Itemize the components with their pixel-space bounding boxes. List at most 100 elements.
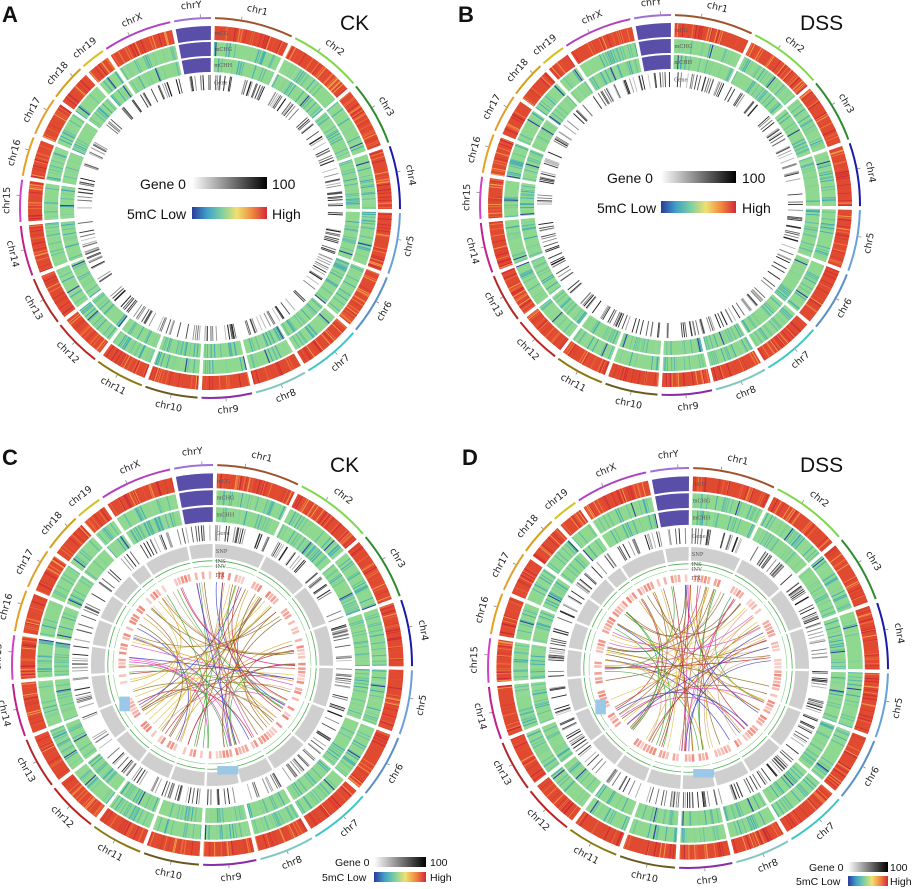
methylation-bin xyxy=(814,252,828,259)
methylation-bin xyxy=(690,40,694,55)
methylation-bin xyxy=(632,336,637,351)
gene-density-bin xyxy=(762,122,775,133)
methylation-bin xyxy=(803,228,818,232)
methylation-bin xyxy=(739,76,748,89)
methylation-bin xyxy=(301,499,310,513)
methylation-bin xyxy=(371,672,387,675)
gene-density-bin xyxy=(676,72,679,88)
methylation-bin xyxy=(120,67,129,81)
methylation-bin xyxy=(716,30,722,44)
gene-density-bin xyxy=(317,730,332,740)
methylation-bin xyxy=(376,730,391,737)
methylation-bin xyxy=(84,75,96,87)
methylation-bin xyxy=(805,219,820,223)
gene-density-bin xyxy=(609,309,617,324)
methylation-bin xyxy=(43,133,57,140)
gene-density-bin xyxy=(318,253,333,261)
gene-density-bin xyxy=(284,551,295,565)
methylation-block-chrY xyxy=(175,25,211,44)
methylation-bin xyxy=(263,816,270,831)
itx-block xyxy=(119,680,128,685)
gene-density-bin xyxy=(122,760,134,774)
methylation-bin xyxy=(521,272,535,280)
methylation-bin xyxy=(360,599,375,606)
methylation-bin xyxy=(47,239,62,244)
methylation-bin xyxy=(166,354,172,369)
gene-density-bin xyxy=(653,72,657,88)
methylation-bin xyxy=(277,325,285,339)
chromosome-label-chr6: chr6 xyxy=(386,762,406,786)
gene-density-bin xyxy=(255,316,263,331)
methylation-bin xyxy=(293,69,303,82)
gene-density-bin xyxy=(743,100,754,114)
gene-density-bin xyxy=(122,107,133,120)
methylation-bin xyxy=(809,297,822,307)
methylation-bin xyxy=(800,161,814,167)
methylation-bin xyxy=(356,245,371,251)
methylation-bin xyxy=(326,542,338,554)
track-label-mchg: mCHG xyxy=(215,47,233,53)
methylation-bin xyxy=(249,802,255,818)
methylation-bin xyxy=(770,103,782,114)
methylation-bin xyxy=(106,77,116,90)
chromosome-arc-chr14 xyxy=(19,225,34,276)
methylation-bin xyxy=(156,351,163,366)
methylation-bin xyxy=(356,246,371,252)
methylation-bin xyxy=(328,797,339,810)
methylation-bin xyxy=(287,319,297,332)
methylation-bin xyxy=(306,772,317,784)
methylation-bin xyxy=(315,293,327,303)
methylation-bin xyxy=(298,497,307,512)
methylation-track-mchh xyxy=(121,317,162,348)
methylation-bin xyxy=(364,274,378,281)
methylation-bin xyxy=(335,260,349,267)
methylation-bin xyxy=(515,293,528,303)
methylation-bin xyxy=(340,560,353,570)
methylation-bin xyxy=(584,335,593,348)
methylation-bin xyxy=(703,336,708,351)
methylation-bin xyxy=(261,34,267,49)
methylation-bin xyxy=(361,199,376,202)
chromosome-label-chrX: chrX xyxy=(580,8,605,27)
gene-density-bin xyxy=(256,85,263,100)
methylation-bin xyxy=(688,355,691,370)
methylation-bin xyxy=(320,803,331,816)
gene-density-bin xyxy=(309,136,323,145)
gene-density-bin xyxy=(114,290,126,302)
methylation-bin xyxy=(356,732,371,740)
gene-density-bin xyxy=(329,705,345,712)
methylation-bin xyxy=(800,282,814,291)
methylation-track-mchh xyxy=(314,111,351,162)
methylation-bin xyxy=(617,47,623,61)
methylation-track-mchg xyxy=(153,350,201,374)
methylation-bin xyxy=(338,160,353,166)
methylation-bin xyxy=(336,151,350,158)
gene-density-bin xyxy=(785,178,801,183)
methylation-bin xyxy=(788,271,802,279)
gene-density-bin xyxy=(298,120,311,131)
methylation-bin xyxy=(206,808,208,823)
methylation-bin xyxy=(154,68,161,82)
methylation-bin xyxy=(57,267,71,275)
methylation-bin xyxy=(131,79,140,93)
chromosome-label-chrX: chrX xyxy=(118,458,143,477)
gene-density-bin xyxy=(253,533,261,549)
snp-track xyxy=(90,647,106,674)
methylation-bin xyxy=(347,748,361,758)
gene-density-bin xyxy=(563,124,576,135)
methylation-bin xyxy=(537,269,551,277)
methylation-bin xyxy=(363,275,377,283)
gene-density-bin xyxy=(324,716,340,725)
methylation-bin xyxy=(68,119,82,128)
gene-density-bin xyxy=(271,773,281,788)
methylation-bin xyxy=(757,347,766,361)
gene-density-bin xyxy=(88,255,103,263)
inv-track xyxy=(235,750,262,762)
methylation-bin xyxy=(326,750,339,760)
methylation-bin xyxy=(708,27,713,42)
methylation-bin xyxy=(385,699,400,704)
methylation-bin xyxy=(372,249,387,254)
gene-density-bin xyxy=(191,76,195,92)
gene-density-bin xyxy=(786,225,801,229)
snp-track xyxy=(189,543,213,560)
